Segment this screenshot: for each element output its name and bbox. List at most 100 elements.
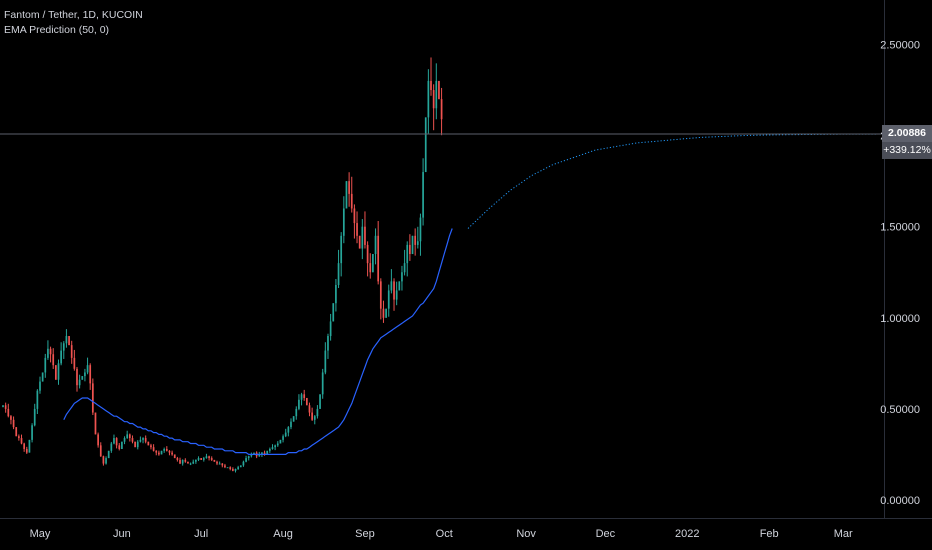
x-tick-label: Oct: [436, 528, 453, 540]
y-tick-label: 1.00000: [880, 313, 920, 325]
candle-body: [25, 448, 28, 453]
candle-body: [102, 456, 105, 464]
candle-body: [179, 459, 181, 464]
candle-body: [118, 445, 121, 449]
candle-body: [91, 383, 94, 413]
candle-body: [308, 405, 311, 413]
candle-body: [232, 469, 234, 471]
candle-body: [131, 438, 134, 442]
candle-body: [250, 454, 253, 457]
candle-body: [316, 408, 319, 417]
candle-body: [195, 459, 197, 462]
candle-body: [406, 244, 409, 264]
candle-body: [332, 303, 335, 322]
time-axis[interactable]: May Jun Jul Aug Sep Oct Nov Dec 2022 Feb Mar: [30, 528, 853, 540]
candle-body: [176, 458, 179, 460]
candle-body: [440, 99, 443, 120]
candle-body: [123, 438, 126, 442]
candle-body: [356, 223, 358, 236]
candle-body: [377, 235, 380, 282]
candles-layer: [2, 57, 443, 473]
ema-prediction-line: [467, 133, 891, 229]
candle-body: [268, 448, 271, 451]
candle-body: [18, 436, 20, 439]
candle-body: [47, 348, 49, 358]
candle-body: [128, 434, 131, 439]
candle-body: [416, 241, 419, 245]
x-tick-label: Nov: [516, 528, 536, 540]
candle-body: [287, 427, 290, 433]
candle-body: [54, 365, 57, 380]
candle-body: [52, 354, 55, 366]
candle-body: [165, 448, 168, 451]
x-tick-label: Aug: [273, 528, 293, 540]
candle-body: [266, 450, 269, 455]
candle-body: [403, 263, 406, 273]
candle-body: [28, 439, 31, 453]
candle-body: [327, 336, 329, 351]
candle-body: [94, 412, 97, 435]
candle-body: [398, 281, 401, 291]
candle-body: [218, 463, 221, 465]
candle-body: [7, 408, 10, 417]
candle-body: [57, 363, 60, 380]
candle-body: [303, 394, 306, 398]
candle-body: [144, 438, 147, 442]
candle-body: [187, 461, 189, 464]
candle-body: [89, 365, 92, 384]
y-tick-label: 0.00000: [880, 495, 920, 507]
candle-body: [342, 208, 345, 236]
x-tick-label: Mar: [834, 528, 853, 540]
candle-body: [245, 458, 247, 462]
candle-body: [369, 263, 372, 273]
candle-body: [33, 408, 36, 426]
candle-body: [36, 390, 39, 409]
candle-body: [311, 412, 313, 420]
candle-body: [210, 458, 213, 460]
candle-body: [168, 450, 171, 453]
candle-body: [263, 452, 266, 455]
candle-body: [358, 235, 361, 249]
chart-legend: Fantom / Tether, 1D, KUCOIN EMA Predicti…: [4, 8, 143, 38]
candle-body: [2, 405, 4, 408]
candle-body: [62, 343, 65, 351]
candle-body: [387, 290, 390, 309]
symbol-title[interactable]: Fantom / Tether, 1D, KUCOIN: [4, 9, 143, 21]
candle-body: [390, 281, 393, 291]
candle-body: [427, 80, 430, 118]
candle-body: [163, 448, 166, 451]
candle-body: [345, 181, 348, 209]
candle-body: [134, 441, 136, 448]
candle-body: [239, 465, 242, 468]
x-tick-label: 2022: [675, 528, 699, 540]
x-tick-label: Dec: [596, 528, 616, 540]
candle-body: [313, 416, 316, 420]
candle-body: [242, 461, 245, 466]
candle-body: [350, 193, 353, 209]
candle-body: [305, 397, 308, 406]
candle-body: [395, 290, 398, 300]
candle-body: [337, 263, 340, 286]
candle-body: [121, 441, 123, 449]
candle-body: [15, 427, 18, 437]
candle-body: [237, 467, 240, 470]
candle-body: [147, 441, 150, 446]
candle-body: [139, 439, 142, 442]
candle-body: [10, 416, 12, 420]
y-tick-label: 1.50000: [880, 222, 920, 234]
candle-body: [84, 372, 86, 377]
ema-lines-layer: [63, 133, 891, 455]
candle-body: [438, 80, 440, 100]
candle-body: [261, 452, 263, 455]
candle-body: [300, 394, 303, 400]
candle-body: [374, 235, 377, 255]
candle-body: [319, 394, 321, 409]
candle-body: [113, 438, 115, 444]
candle-body: [99, 445, 102, 457]
candle-body: [282, 436, 284, 440]
candle-body: [290, 421, 292, 428]
candle-body: [364, 226, 366, 245]
candle-body: [409, 244, 411, 255]
indicator-title[interactable]: EMA Prediction (50, 0): [4, 24, 110, 36]
